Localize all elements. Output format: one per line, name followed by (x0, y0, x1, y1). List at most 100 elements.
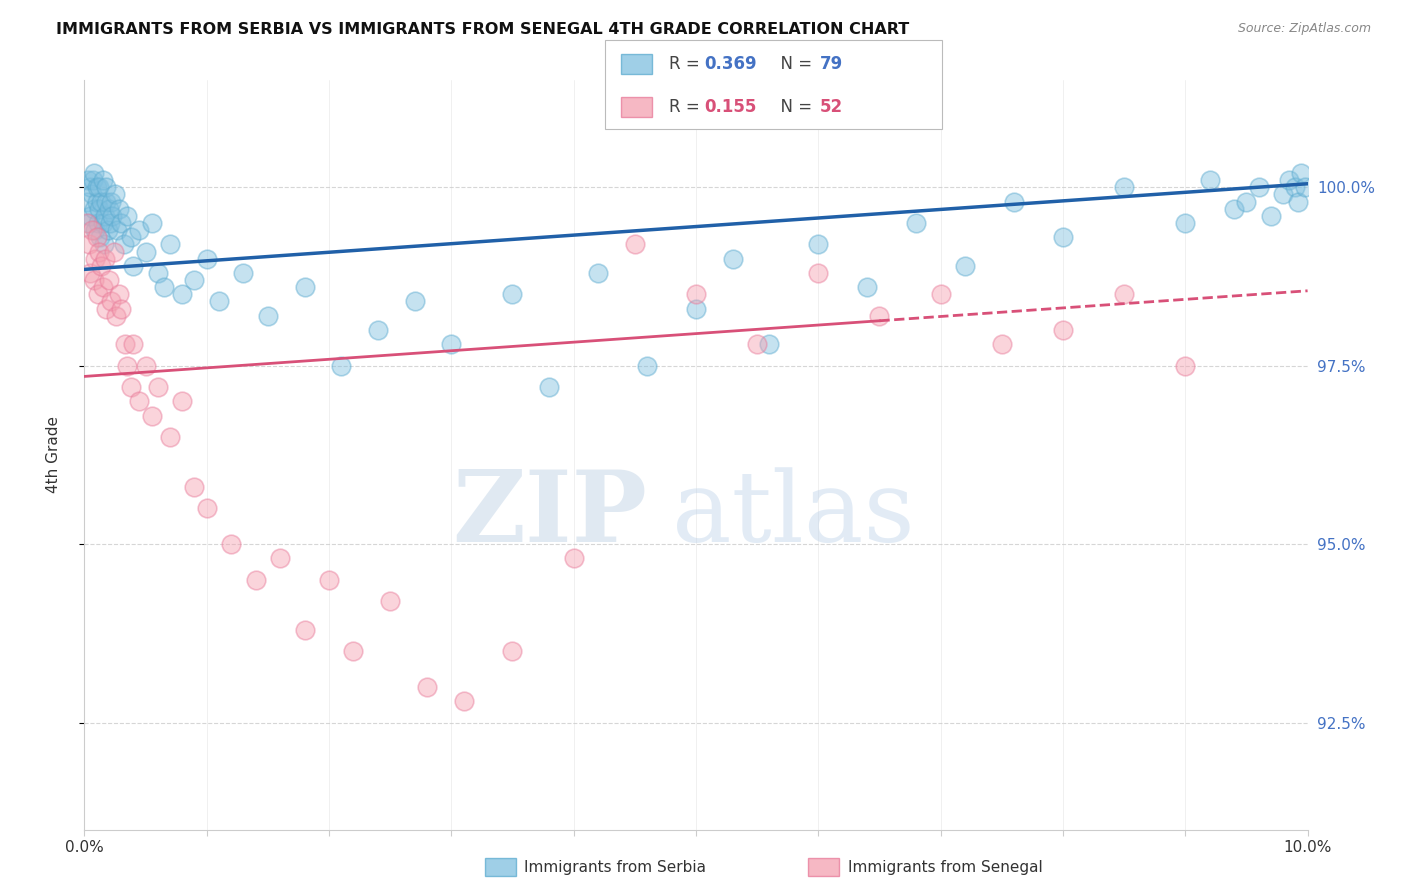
Point (103, 244, 125, 259)
Point (101, 209, 124, 223)
Point (83, 273, 105, 287)
Point (1260, 209, 1282, 223)
Point (135, 244, 157, 259)
Point (94, 252, 117, 266)
Point (76, 216, 98, 230)
Point (502, 644, 524, 658)
Point (685, 301, 707, 316)
Text: ZIP: ZIP (453, 467, 647, 564)
Point (87, 202, 110, 216)
Point (1284, 180, 1306, 194)
Point (1294, 180, 1316, 194)
Y-axis label: 4th Grade: 4th Grade (46, 417, 60, 493)
Point (747, 337, 769, 351)
Point (172, 394, 194, 409)
Point (96, 180, 118, 194)
Point (128, 223, 150, 237)
Point (195, 501, 218, 516)
Point (110, 301, 132, 316)
Point (1052, 230, 1074, 244)
Point (1223, 202, 1246, 216)
Point (146, 266, 169, 280)
Point (114, 337, 136, 351)
Point (97, 202, 120, 216)
Point (294, 623, 316, 637)
Point (77, 237, 100, 252)
Point (1052, 323, 1074, 337)
Point (1278, 173, 1301, 187)
Point (82, 173, 104, 187)
Point (538, 380, 561, 394)
Point (721, 252, 744, 266)
Point (1272, 187, 1295, 202)
Point (93, 237, 115, 252)
Point (91, 173, 114, 187)
Point (232, 266, 254, 280)
Point (1002, 194, 1025, 209)
Text: 52: 52 (820, 98, 842, 116)
Point (380, 594, 402, 608)
Point (79, 209, 101, 223)
Text: R =: R = (669, 55, 706, 73)
Text: N =: N = (770, 55, 818, 73)
Point (91, 280, 114, 294)
Point (440, 337, 463, 351)
Point (1174, 359, 1197, 373)
Point (856, 280, 879, 294)
Point (453, 694, 475, 708)
Point (105, 223, 128, 237)
Point (183, 273, 205, 287)
Point (79, 266, 101, 280)
Text: Immigrants from Senegal: Immigrants from Senegal (848, 860, 1043, 874)
Point (80, 187, 103, 202)
Point (636, 359, 658, 373)
Text: 0.155: 0.155 (704, 98, 756, 116)
Point (98, 216, 121, 230)
Point (115, 209, 138, 223)
Point (90, 194, 112, 209)
Point (135, 359, 157, 373)
Point (91, 216, 114, 230)
Point (83, 202, 105, 216)
Point (122, 259, 145, 273)
Text: IMMIGRANTS FROM SERBIA VS IMMIGRANTS FROM SENEGAL 4TH GRADE CORRELATION CHART: IMMIGRANTS FROM SERBIA VS IMMIGRANTS FRO… (56, 22, 910, 37)
Point (342, 644, 364, 658)
Point (294, 280, 316, 294)
Point (79, 180, 101, 194)
Point (87, 287, 110, 301)
Point (96, 301, 118, 316)
Point (77, 216, 100, 230)
Point (367, 323, 389, 337)
Point (1114, 287, 1136, 301)
Point (624, 237, 647, 252)
Point (112, 237, 135, 252)
Point (87, 180, 110, 194)
Point (502, 287, 524, 301)
Point (100, 294, 122, 309)
Point (159, 237, 181, 252)
Point (115, 359, 138, 373)
Text: N =: N = (770, 98, 818, 116)
Point (416, 680, 439, 694)
Point (105, 309, 128, 323)
Text: 79: 79 (820, 55, 844, 73)
Point (991, 337, 1014, 351)
Point (562, 551, 585, 566)
Point (87, 244, 110, 259)
Point (104, 187, 127, 202)
Point (141, 216, 163, 230)
Point (76, 194, 98, 209)
Point (1286, 194, 1309, 209)
Point (586, 266, 609, 280)
Point (128, 394, 150, 409)
Point (807, 237, 830, 252)
Point (141, 409, 163, 423)
Point (245, 573, 267, 587)
Point (100, 194, 122, 209)
Point (807, 266, 830, 280)
Point (758, 337, 780, 351)
Point (257, 309, 280, 323)
Text: atlas: atlas (672, 467, 914, 563)
Point (1236, 194, 1258, 209)
Point (929, 287, 952, 301)
